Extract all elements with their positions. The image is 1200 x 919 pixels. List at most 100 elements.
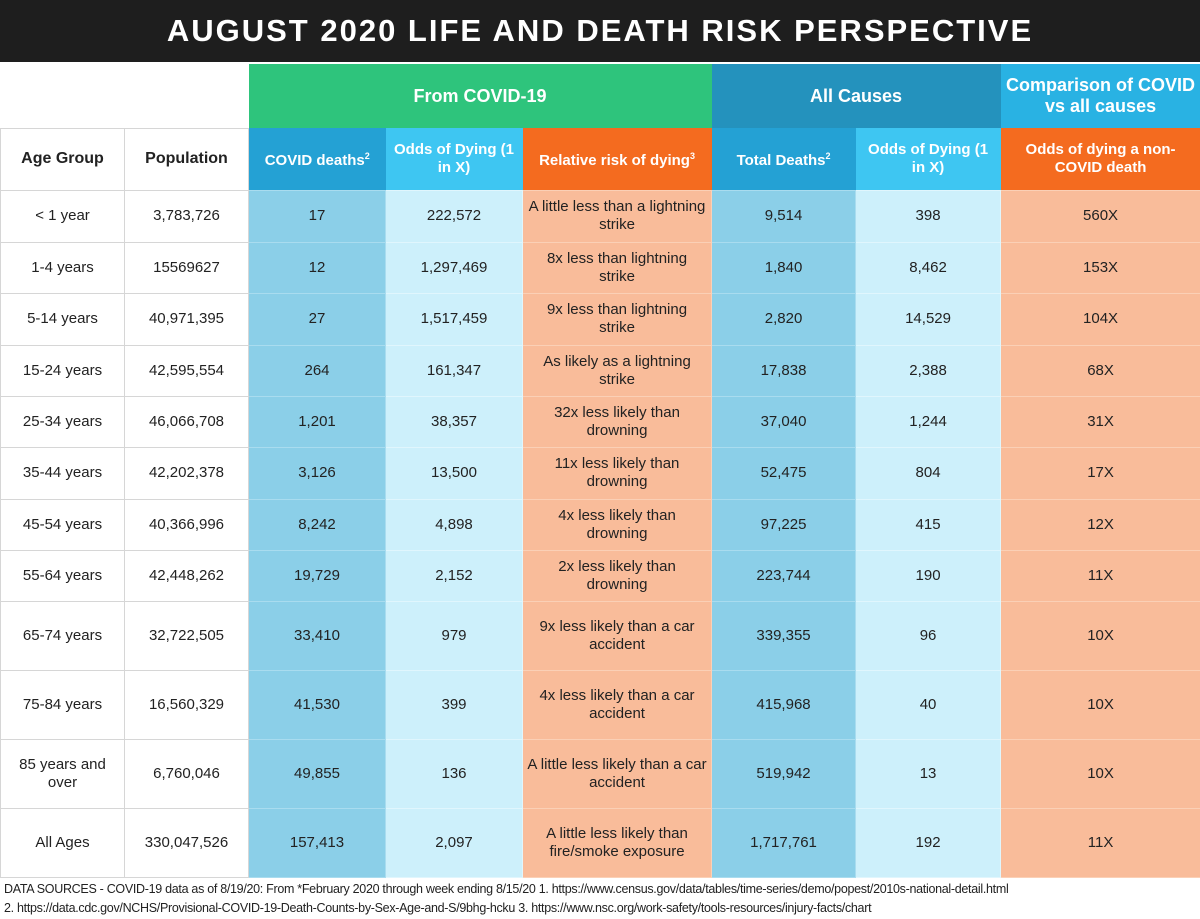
cell-age-group: 15-24 years [0, 344, 125, 397]
header-covid-deaths: COVID deaths2 [248, 128, 386, 190]
header-covid-odds: Odds of Dying (1 in X) [385, 128, 523, 190]
cell-population: 32,722,505 [124, 600, 249, 671]
cell-non-covid-odds: 11X [1000, 807, 1200, 878]
cell-age-group: 55-64 years [0, 549, 125, 602]
cell-covid-odds: 4,898 [385, 498, 523, 551]
cell-total-deaths: 223,744 [711, 549, 857, 602]
cell-total-deaths: 17,838 [711, 344, 857, 397]
blank-corner [0, 64, 249, 128]
table-row: 5-14 years 40,971,395 27 1,517,459 9x less t… [0, 292, 1200, 346]
cell-covid-deaths: 157,413 [248, 807, 386, 878]
cell-total-deaths: 52,475 [711, 446, 857, 500]
cell-non-covid-odds: 68X [1000, 344, 1200, 397]
cell-population: 15569627 [124, 241, 249, 294]
cell-population: 3,783,726 [124, 189, 249, 243]
cell-population: 6,760,046 [124, 738, 249, 809]
cell-total-deaths: 519,942 [711, 738, 857, 809]
cell-all-cause-odds: 2,388 [855, 344, 1002, 397]
cell-age-group: 65-74 years [0, 600, 125, 671]
cell-covid-odds: 38,357 [385, 395, 523, 448]
cell-population: 16,560,329 [124, 669, 249, 740]
cell-age-group: 25-34 years [0, 395, 125, 448]
table-row: 35-44 years 42,202,378 3,126 13,500 11x less… [0, 446, 1200, 500]
cell-non-covid-odds: 12X [1000, 498, 1200, 551]
cell-all-cause-odds: 190 [855, 549, 1002, 602]
cell-all-cause-odds: 398 [855, 189, 1002, 243]
cell-non-covid-odds: 11X [1000, 549, 1200, 602]
cell-total-deaths: 9,514 [711, 189, 857, 243]
table-row: 65-74 years 32,722,505 33,410 979 9x less li… [0, 600, 1200, 671]
header-relative-risk: Relative risk of dying3 [522, 128, 712, 190]
cell-non-covid-odds: 10X [1000, 669, 1200, 740]
cell-covid-odds: 2,097 [385, 807, 523, 878]
cell-total-deaths: 97,225 [711, 498, 857, 551]
footer-line-2: 2. https://data.cdc.gov/NCHS/Provisional… [4, 901, 872, 915]
cell-total-deaths: 37,040 [711, 395, 857, 448]
cell-all-cause-odds: 804 [855, 446, 1002, 500]
table-row: 55-64 years 42,448,262 19,729 2,152 2x less … [0, 549, 1200, 602]
cell-covid-odds: 1,297,469 [385, 241, 523, 294]
cell-relative-risk: As likely as a lightning strike [521, 344, 713, 397]
cell-all-cause-odds: 8,462 [855, 241, 1002, 294]
cell-covid-deaths: 41,530 [248, 669, 386, 740]
cell-all-cause-odds: 14,529 [855, 292, 1002, 346]
cell-covid-deaths: 8,242 [248, 498, 386, 551]
cell-age-group: 75-84 years [0, 669, 125, 740]
cell-all-cause-odds: 96 [855, 600, 1002, 671]
cell-non-covid-odds: 104X [1000, 292, 1200, 346]
cell-total-deaths: 1,840 [711, 241, 857, 294]
cell-non-covid-odds: 560X [1000, 189, 1200, 243]
cell-relative-risk: 2x less likely than drowning [521, 549, 713, 602]
cell-non-covid-odds: 10X [1000, 600, 1200, 671]
table-row: 75-84 years 16,560,329 41,530 399 4x less li… [0, 669, 1200, 740]
header-non-covid-odds: Odds of dying a non-COVID death [1000, 128, 1200, 190]
cell-total-deaths: 415,968 [711, 669, 857, 740]
group-header-all-causes: All Causes [711, 64, 1001, 128]
cell-covid-deaths: 264 [248, 344, 386, 397]
footer-line-1: DATA SOURCES - COVID-19 data as of 8/19/… [4, 882, 1009, 896]
group-header-comparison: Comparison of COVID vs all causes [1000, 64, 1200, 128]
table-row: 25-34 years 46,066,708 1,201 38,357 32x less… [0, 395, 1200, 448]
header-population: Population [124, 127, 249, 191]
cell-covid-deaths: 27 [248, 292, 386, 346]
cell-population: 42,448,262 [124, 549, 249, 602]
cell-covid-odds: 222,572 [385, 189, 523, 243]
cell-all-cause-odds: 415 [855, 498, 1002, 551]
cell-covid-odds: 161,347 [385, 344, 523, 397]
cell-population: 46,066,708 [124, 395, 249, 448]
header-total-deaths: Total Deaths2 [711, 128, 856, 190]
cell-population: 330,047,526 [124, 807, 249, 878]
cell-relative-risk: A little less likely than fire/smoke exp… [521, 807, 713, 878]
cell-age-group: 85 years and over [0, 738, 125, 809]
cell-relative-risk: 9x less than lightning strike [521, 292, 713, 346]
cell-covid-odds: 136 [385, 738, 523, 809]
cell-relative-risk: 4x less likely than a car accident [521, 669, 713, 740]
cell-age-group: < 1 year [0, 189, 125, 243]
cell-all-cause-odds: 13 [855, 738, 1002, 809]
cell-relative-risk: A little less likely than a car accident [521, 738, 713, 809]
cell-age-group: 45-54 years [0, 498, 125, 551]
cell-total-deaths: 339,355 [711, 600, 857, 671]
cell-relative-risk: A little less than a lightning strike [521, 189, 713, 243]
cell-all-cause-odds: 40 [855, 669, 1002, 740]
cell-all-cause-odds: 192 [855, 807, 1002, 878]
group-header-covid: From COVID-19 [248, 64, 712, 128]
cell-population: 42,202,378 [124, 446, 249, 500]
table-row: 85 years and over 6,760,046 49,855 136 A lit… [0, 738, 1200, 809]
data-sources-footer: DATA SOURCES - COVID-19 data as of 8/19/… [4, 880, 1009, 918]
page-title: AUGUST 2020 LIFE AND DEATH RISK PERSPECT… [0, 0, 1200, 62]
cell-covid-odds: 979 [385, 600, 523, 671]
cell-covid-odds: 399 [385, 669, 523, 740]
table-row: 15-24 years 42,595,554 264 161,347 As likely… [0, 344, 1200, 397]
cell-non-covid-odds: 10X [1000, 738, 1200, 809]
header-all-odds: Odds of Dying (1 in X) [855, 128, 1001, 190]
cell-relative-risk: 9x less likely than a car accident [521, 600, 713, 671]
table-row: 1-4 years 15569627 12 1,297,469 8x less than… [0, 241, 1200, 294]
cell-all-cause-odds: 1,244 [855, 395, 1002, 448]
cell-covid-odds: 13,500 [385, 446, 523, 500]
table-row: All Ages 330,047,526 157,413 2,097 A little … [0, 807, 1200, 878]
header-age-group: Age Group [0, 127, 125, 191]
cell-covid-deaths: 49,855 [248, 738, 386, 809]
cell-covid-odds: 1,517,459 [385, 292, 523, 346]
cell-total-deaths: 1,717,761 [711, 807, 857, 878]
